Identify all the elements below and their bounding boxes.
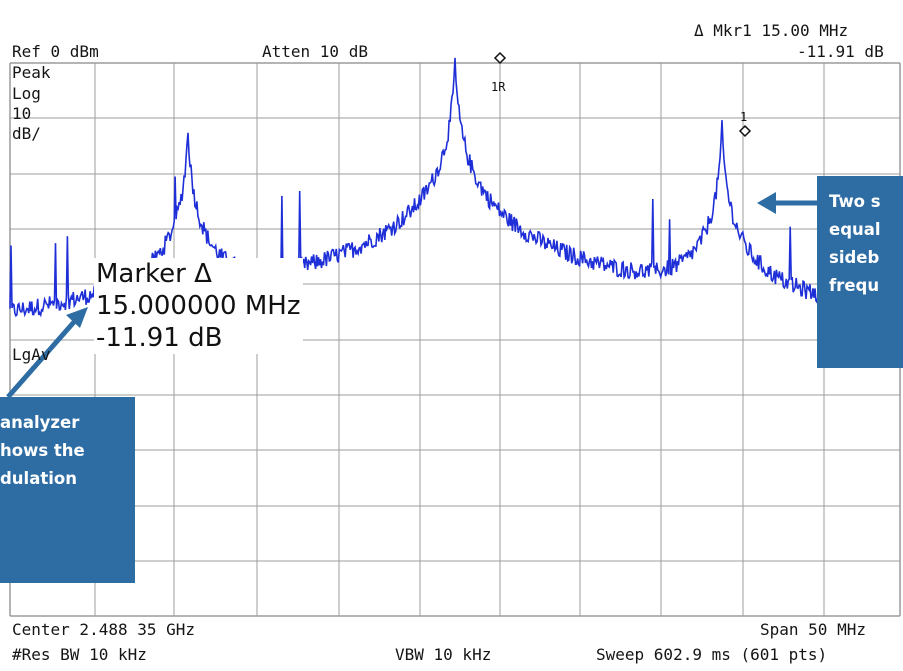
scale-unit: dB/ — [12, 124, 41, 143]
sweep-time: Sweep 602.9 ms (601 pts) — [596, 645, 828, 664]
spectrum-trace — [9, 57, 901, 319]
attenuation: Atten 10 dB — [262, 42, 368, 61]
scale-type: Log — [12, 84, 41, 103]
marker-readout-level: -11.91 dB — [96, 323, 223, 353]
marker-readout: Marker Δ 15.000000 MHz -11.91 dB — [94, 258, 303, 354]
analyzer-callout: analyzer hows the dulation — [0, 397, 135, 583]
center-frequency: Center 2.488 35 GHz — [12, 620, 196, 639]
marker-readout-title: Marker Δ — [96, 259, 212, 289]
delta-marker-label: 1 — [740, 110, 747, 124]
reference-marker-label: 1R — [491, 80, 506, 94]
arrow-right-icon — [757, 192, 818, 214]
sidebands-callout-line2: equal — [829, 220, 881, 239]
span: Span 50 MHz — [760, 620, 866, 639]
sidebands-callout-line4: frequ — [829, 276, 880, 295]
video-bandwidth: VBW 10 kHz — [395, 645, 492, 664]
marker-title: Δ Mkr1 15.00 MHz — [694, 21, 849, 40]
reference-marker-icon — [493, 51, 507, 65]
resolution-bandwidth: #Res BW 10 kHz — [12, 645, 147, 664]
detector-mode: Peak — [12, 63, 51, 82]
analyzer-callout-line2: hows the — [0, 441, 85, 460]
sidebands-callout: Two s equal sideb frequ — [817, 176, 903, 368]
delta-marker-icon — [738, 124, 752, 138]
sidebands-callout-line3: sideb — [829, 248, 880, 267]
marker-value: -11.91 dB — [797, 42, 884, 61]
average-label: LgAv — [12, 345, 51, 364]
analyzer-callout-line3: dulation — [0, 469, 77, 488]
marker-readout-frequency: 15.000000 MHz — [96, 291, 301, 321]
sidebands-callout-line1: Two s — [829, 192, 881, 211]
arrow-left-icon — [6, 307, 88, 399]
scale-value: 10 — [12, 104, 32, 123]
analyzer-callout-line1: analyzer — [0, 413, 80, 432]
ref-level: Ref 0 dBm — [12, 42, 99, 61]
